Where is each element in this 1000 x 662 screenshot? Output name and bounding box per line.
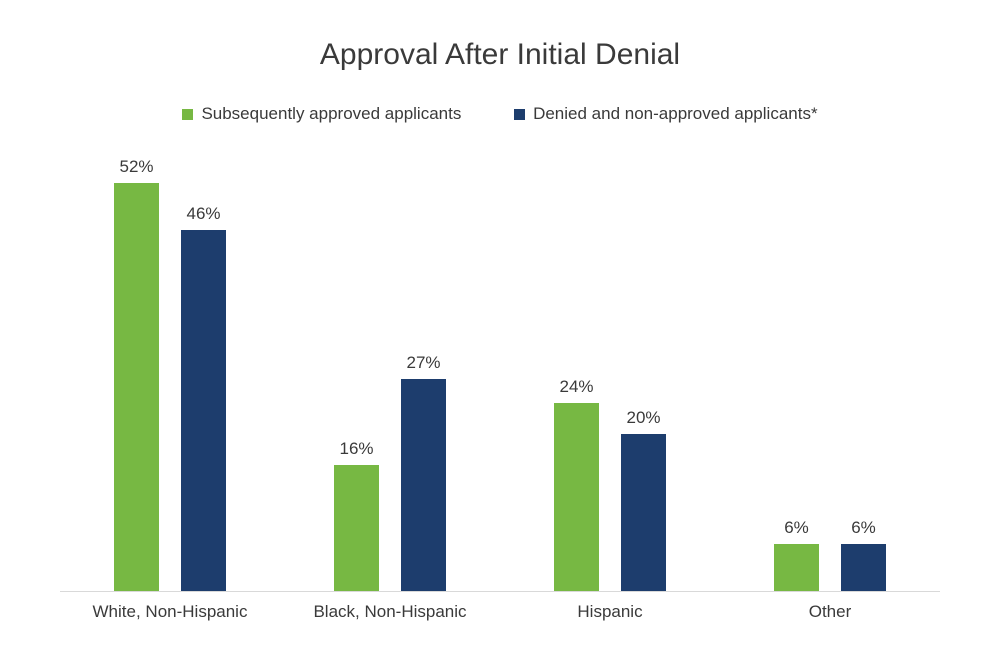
category-label: Hispanic — [500, 592, 720, 622]
legend-swatch-0 — [182, 109, 193, 120]
bar: 52% — [114, 183, 159, 591]
legend-item-1: Denied and non-approved applicants* — [514, 104, 817, 124]
chart-title: Approval After Initial Denial — [0, 38, 1000, 72]
bar: 24% — [554, 403, 599, 592]
bar: 20% — [621, 434, 666, 591]
category-group: 52%46%White, Non-Hispanic — [60, 160, 280, 592]
category-label: Black, Non-Hispanic — [280, 592, 500, 622]
category-group: 6%6%Other — [720, 160, 940, 592]
bar-value-label: 16% — [334, 439, 379, 465]
bar: 27% — [401, 379, 446, 591]
legend-label-1: Denied and non-approved applicants* — [533, 104, 817, 124]
bar: 6% — [774, 544, 819, 591]
category-group: 16%27%Black, Non-Hispanic — [280, 160, 500, 592]
bar-value-label: 46% — [181, 204, 226, 230]
bar-value-label: 6% — [841, 518, 886, 544]
category-label: White, Non-Hispanic — [60, 592, 280, 622]
bar-value-label: 6% — [774, 518, 819, 544]
legend: Subsequently approved applicants Denied … — [0, 104, 1000, 125]
bar: 46% — [181, 230, 226, 591]
category-label: Other — [720, 592, 940, 622]
bar-value-label: 20% — [621, 408, 666, 434]
chart-container: Approval After Initial Denial Subsequent… — [0, 0, 1000, 662]
bar: 6% — [841, 544, 886, 591]
legend-swatch-1 — [514, 109, 525, 120]
bar-value-label: 24% — [554, 377, 599, 403]
plot-area: 52%46%White, Non-Hispanic16%27%Black, No… — [60, 160, 940, 592]
legend-item-0: Subsequently approved applicants — [182, 104, 461, 124]
bar-value-label: 27% — [401, 353, 446, 379]
category-group: 24%20%Hispanic — [500, 160, 720, 592]
legend-label-0: Subsequently approved applicants — [201, 104, 461, 124]
bar-value-label: 52% — [114, 157, 159, 183]
bar: 16% — [334, 465, 379, 591]
